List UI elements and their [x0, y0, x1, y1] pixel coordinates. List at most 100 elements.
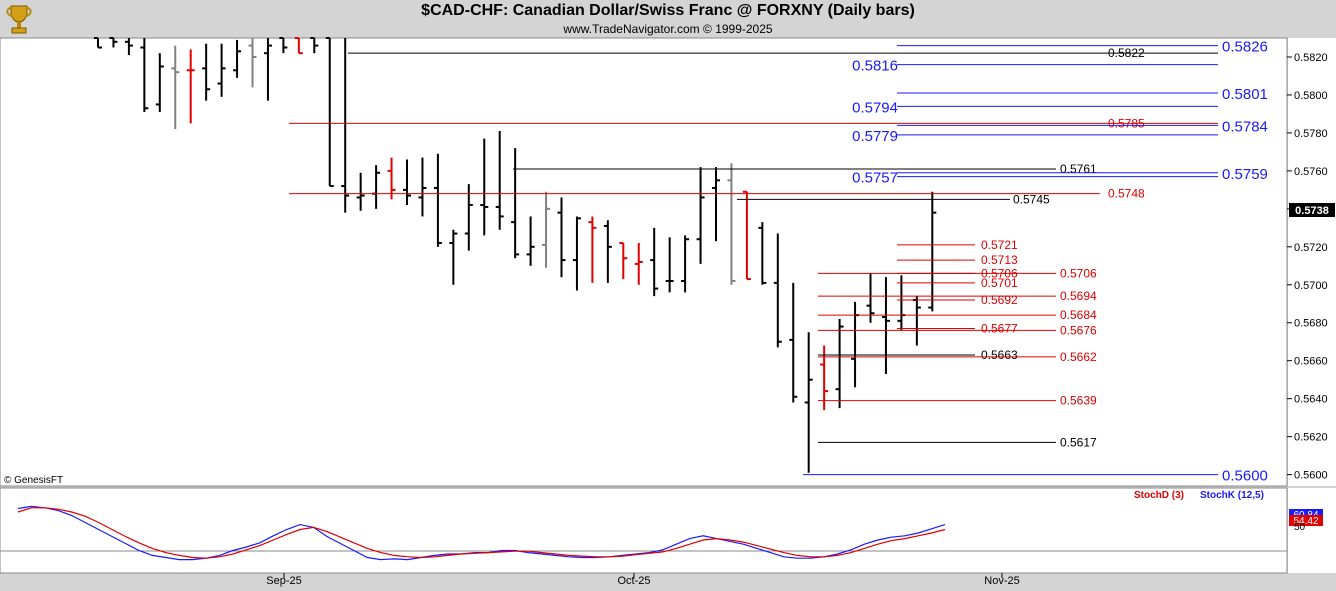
- stochk-last-tag: [1289, 509, 1323, 520]
- blue-level-line: 0.5759: [897, 166, 1268, 183]
- x-tick-label: Oct-25: [617, 575, 650, 587]
- ohlc-bar: [712, 167, 720, 242]
- y-tick-label: 0.5780: [1294, 128, 1328, 140]
- ohlc-bar: [186, 49, 195, 124]
- ohlc-bar: [155, 53, 164, 113]
- trophy-logo-icon: [6, 5, 32, 34]
- y-tick: 0.5800: [1287, 90, 1328, 102]
- stochd-last-tag: [1289, 515, 1323, 526]
- level-label: 0.5684: [1060, 308, 1097, 322]
- blue-level-line: 0.5794: [852, 99, 1218, 116]
- level-label: 0.5822: [1108, 46, 1145, 60]
- level-label: 0.5745: [1013, 192, 1050, 206]
- ohlc-bar: [681, 235, 690, 293]
- blue-level-label: 0.5759: [1222, 166, 1268, 183]
- level-label: 0.5662: [1060, 350, 1097, 364]
- ohlc-bar: [418, 157, 427, 217]
- ohlc-bar: [881, 277, 890, 374]
- stochd-legend: StochD (3): [1134, 490, 1184, 501]
- blue-level-line: 0.5801: [897, 86, 1268, 103]
- chart-title: $CAD-CHF: Canadian Dollar/Swiss Franc @ …: [421, 2, 915, 19]
- level-line: 0.5745: [737, 192, 1050, 206]
- last-price-label: 0.5738: [1295, 205, 1329, 217]
- ohlc-bar: [480, 138, 489, 236]
- level-line: 0.5662: [818, 350, 1097, 364]
- y-tick-label: 0.5660: [1294, 356, 1328, 368]
- level-line: 0.5663: [818, 348, 1018, 362]
- y-tick: 0.5760: [1287, 166, 1328, 178]
- level-label: 0.5692: [981, 293, 1018, 307]
- level-label: 0.5663: [981, 348, 1018, 362]
- price-panel: [0, 37, 1288, 487]
- level-label: 0.5761: [1060, 162, 1097, 176]
- ohlc-bar: [773, 233, 782, 348]
- price-bars: [94, 37, 937, 473]
- blue-level-line: 0.5779: [852, 128, 1218, 145]
- ohlc-bar: [217, 43, 226, 97]
- ohlc-bar: [140, 38, 149, 113]
- blue-level-line: 0.5816: [852, 58, 1218, 75]
- stochk-legend: StochK (12,5): [1200, 490, 1264, 501]
- blue-level-label: 0.5794: [852, 99, 898, 116]
- stoch-axis-panel: [1288, 488, 1336, 573]
- blue-level-line: 0.5757: [852, 170, 1218, 187]
- y-tick-label: 0.5700: [1294, 280, 1328, 292]
- x-tick: Nov-25: [984, 573, 1020, 587]
- level-label: 0.5713: [981, 253, 1018, 267]
- blue-level-label: 0.5600: [1222, 468, 1268, 485]
- price-axis-panel: [1288, 38, 1336, 486]
- ohlc-bar: [449, 229, 458, 285]
- y-tick-label: 0.5680: [1294, 318, 1328, 330]
- ohlc-bar: [495, 131, 504, 230]
- ohlc-bar: [603, 220, 612, 283]
- stochastic-lines: [0, 505, 1287, 561]
- level-line: 0.5706: [818, 266, 1097, 280]
- stoch-series-line: [17, 507, 946, 559]
- ohlc-bar: [619, 242, 628, 280]
- ohlc-bar: [650, 227, 659, 297]
- y-tick-label: 0.5820: [1294, 52, 1328, 64]
- ohlc-bar: [835, 318, 844, 409]
- y-tick: 0.5820: [1287, 52, 1328, 64]
- ohlc-bar: [310, 37, 319, 54]
- y-tick-label: 0.5720: [1294, 242, 1328, 254]
- level-label: 0.5694: [1060, 289, 1097, 303]
- ohlc-bar: [634, 243, 643, 285]
- ohlc-bar: [727, 163, 736, 285]
- level-label: 0.5721: [981, 238, 1018, 252]
- ohlc-bar: [542, 191, 551, 268]
- ohlc-bar: [94, 37, 102, 49]
- ohlc-bar: [341, 38, 350, 213]
- level-line: 0.5684: [818, 308, 1097, 322]
- level-label: 0.5639: [1060, 394, 1097, 408]
- blue-level-line: 0.5784: [897, 118, 1268, 135]
- x-tick: Oct-25: [617, 573, 651, 587]
- level-label: 0.5676: [1060, 323, 1097, 337]
- stoch-panel: [0, 487, 1288, 574]
- level-line: 0.5713: [897, 253, 1018, 267]
- level-line: 0.5822: [348, 46, 1218, 60]
- y-tick: 0.5700: [1287, 280, 1328, 292]
- level-line: 0.5617: [818, 435, 1097, 449]
- level-label: 0.5748: [1108, 187, 1145, 201]
- time-axis: Sep-25 Oct-25 Nov-25: [266, 573, 1020, 587]
- ohlc-bar: [526, 216, 535, 266]
- blue-level-line: 0.5600: [803, 468, 1268, 485]
- stoch-tick-50: 50: [1294, 522, 1306, 533]
- level-line: 0.5694: [818, 289, 1097, 303]
- x-tick-label: Sep-25: [266, 575, 301, 587]
- ohlc-bar: [511, 148, 520, 259]
- y-tick: 0.5720: [1287, 242, 1328, 254]
- ohlc-bar: [202, 43, 211, 101]
- blue-level-label: 0.5801: [1222, 86, 1268, 103]
- y-tick: 0.5680: [1287, 318, 1328, 330]
- blue-level-line: 0.5826: [897, 39, 1268, 56]
- ohlc-bar: [588, 216, 597, 283]
- blue-level-label: 0.5757: [852, 170, 898, 187]
- ohlc-bar: [325, 37, 334, 188]
- ohlc-bar: [248, 38, 257, 88]
- blue-level-label: 0.5826: [1222, 39, 1268, 56]
- ohlc-bar: [820, 345, 829, 411]
- y-tick-label: 0.5600: [1294, 470, 1328, 482]
- ohlc-bar: [387, 157, 396, 200]
